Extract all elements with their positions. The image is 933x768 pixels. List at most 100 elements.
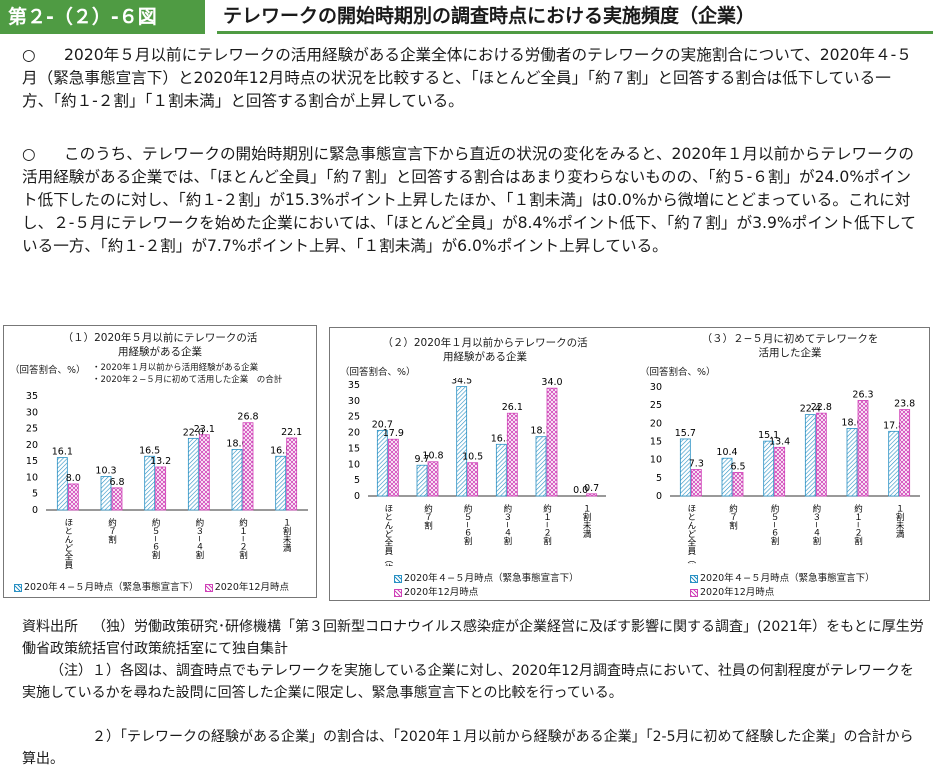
note-label: （注） [50, 663, 92, 679]
legend-label-a: 2020年４−５月時点（緊急事態宣言下） [404, 573, 579, 584]
bar-b [242, 422, 254, 511]
paragraph-text: このうち、テレワークの開始時期別に緊急事態宣言下から直近の状況の変化をみると、2… [22, 145, 917, 255]
bar-a [376, 429, 388, 497]
chart-3-ylabel: （回答割合、%） [640, 367, 716, 378]
data-label: 20.7 [372, 419, 393, 430]
chart-panel-2-3 [329, 327, 930, 601]
bar-a [846, 428, 858, 497]
data-label: 15.1 [758, 430, 779, 441]
data-label: 16.5 [139, 445, 160, 456]
bar-b [815, 412, 827, 497]
legend-label-b: 2020年12月時点 [214, 582, 289, 593]
data-label: 9.7 [414, 454, 429, 465]
bar-b [427, 461, 439, 497]
data-label: 13.4 [769, 436, 790, 447]
category-label: 約５−６割 [150, 517, 160, 560]
data-label: 22.8 [811, 402, 832, 413]
figure-header: 第２-（２）-６図 テレワークの開始時期別の調査時点における実施頻度（企業） [0, 0, 933, 34]
data-label: 13.2 [150, 456, 171, 467]
y-tick-label: 15 [650, 437, 662, 448]
bar-a [100, 476, 112, 511]
bar-b [67, 483, 79, 511]
y-tick-label: 10 [348, 459, 360, 470]
chart-2-legend: 2020年４−５月時点（緊急事態宣言下） 2020年12月時点 [394, 572, 579, 600]
data-label: 15.7 [675, 428, 696, 439]
category-label: 約１−２割 [542, 503, 552, 546]
figure-number: 第２-（２）-６図 [0, 0, 205, 34]
category-label: 約７割 [728, 503, 738, 530]
note-1: （注）１）各図は、調査時点でもテレワークを実施している企業に対し、2020年12… [22, 660, 927, 704]
bar-a [56, 457, 68, 511]
bar-b [690, 469, 702, 497]
category-label: １割未満 [894, 504, 904, 539]
y-tick-label: 0 [354, 491, 360, 502]
y-tick-label: 5 [656, 473, 662, 484]
data-label: 17.9 [383, 428, 404, 439]
data-label: 23.8 [894, 399, 915, 410]
bar-b [111, 487, 123, 511]
y-tick-label: 25 [650, 400, 662, 411]
y-tick-label: 20 [650, 418, 662, 429]
data-label: 16.3 [491, 433, 512, 444]
chart-1-legend: 2020年４−５月時点（緊急事態宣言下） 2020年12月時点 [14, 581, 289, 595]
legend-swatch-a [690, 574, 698, 583]
chart-2-title: （２）2020年１月以前からテレワークの活用経験がある企業 [382, 337, 588, 363]
note-1-text: １）各図は、調査時点でもテレワークを実施している企業に対し、2020年12月調査… [22, 663, 914, 701]
data-label: 18.6 [226, 438, 247, 449]
bar-a [721, 457, 733, 497]
data-label: 8.0 [66, 473, 81, 484]
data-label: 18.7 [530, 426, 551, 437]
data-label: 34.0 [541, 378, 562, 388]
category-label: ほとんど全員（約８−10割） [63, 518, 73, 575]
data-label: 22.0 [183, 427, 204, 438]
paragraph-1: ○ 2020年５月以前にテレワークの活用経験がある企業全体における労働者のテレワー… [22, 44, 917, 113]
bar-b [899, 409, 911, 497]
bar-b [467, 462, 479, 497]
chart-3-title: （３）２−５月に初めてテレワークを活用した企業 [701, 333, 879, 359]
category-label: 約７割 [423, 503, 433, 530]
legend-swatch-b [690, 588, 698, 597]
y-tick-label: 10 [26, 472, 38, 483]
category-label: 約３−４割 [194, 517, 204, 560]
data-label: 7.3 [689, 458, 704, 469]
y-tick-label: 25 [348, 412, 360, 423]
chart-1-note-2: ・2020年２−５月に初めて活用した企業 の合計 [92, 375, 283, 385]
bar-b [732, 471, 744, 497]
category-label: 約５−６割 [462, 503, 472, 546]
category-label: 約１−２割 [238, 517, 248, 560]
category-label: 約７割 [107, 517, 117, 544]
bar-a [888, 430, 900, 497]
y-tick-label: 0 [32, 505, 38, 516]
note-2-text: ２）「テレワークの経験がある企業」の割合は、「2020年１月以前から経験がある企… [22, 729, 914, 767]
data-label: 6.8 [109, 477, 124, 488]
data-label: 6.5 [730, 461, 745, 472]
data-label: 16.1 [52, 447, 73, 458]
bar-a [187, 437, 199, 511]
y-tick-label: 30 [26, 407, 38, 418]
bar-b [387, 438, 399, 497]
category-label: 約３−４割 [811, 503, 821, 546]
data-label: 10.4 [716, 447, 737, 458]
bar-a [144, 455, 156, 511]
y-tick-label: 15 [26, 456, 38, 467]
chart-2-svg: 0510152025303520.717.9ほとんど全員（約８−10割）9.71… [348, 378, 606, 566]
legend-swatch-a [14, 583, 22, 592]
bar-a [535, 436, 547, 497]
bar-a [416, 464, 428, 497]
y-tick-label: 35 [348, 380, 360, 391]
legend-label-a: 2020年４−５月時点（緊急事態宣言下） [700, 573, 875, 584]
data-label: 23.1 [194, 424, 215, 435]
bar-a [275, 455, 287, 511]
data-label: 10.8 [422, 451, 443, 462]
bar-b [198, 434, 210, 511]
category-label: 約３−４割 [502, 503, 512, 546]
y-tick-label: 20 [348, 428, 360, 439]
y-tick-label: 10 [650, 455, 662, 466]
y-tick-label: 30 [348, 396, 360, 407]
chart-1-note-1: ・2020年１月以前から活用経験がある企業 [92, 363, 259, 373]
category-label: ほとんど全員（約８−10割） [383, 504, 393, 566]
y-tick-label: 35 [26, 391, 38, 402]
data-label: 0.7 [584, 483, 599, 494]
data-label: 16.5 [270, 445, 291, 456]
y-tick-label: 20 [26, 440, 38, 451]
